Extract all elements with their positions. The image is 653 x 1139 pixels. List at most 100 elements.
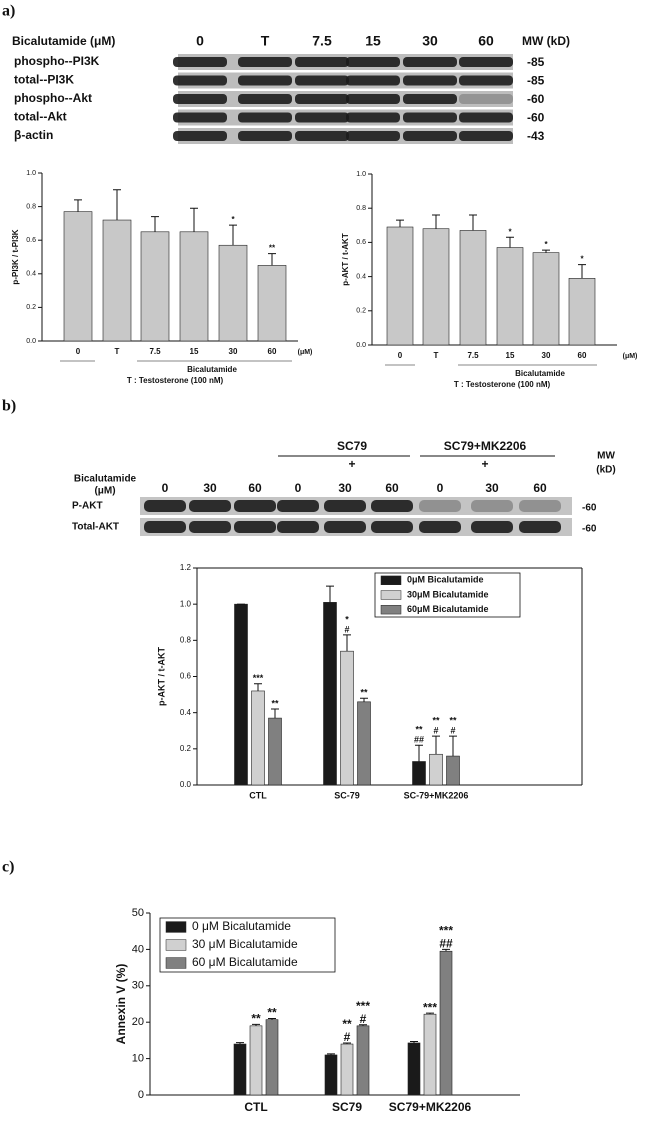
significance: ** xyxy=(269,244,276,253)
band xyxy=(471,521,513,533)
bar xyxy=(340,1043,354,1096)
x-tick-label: 30 xyxy=(542,351,551,360)
label: T xyxy=(261,33,270,49)
label: MW (kD) xyxy=(522,34,570,48)
label: (kD) xyxy=(596,465,615,476)
bar xyxy=(568,278,596,346)
label: 30 xyxy=(203,481,217,495)
y-axis-label: p-PI3K / t-PI3K xyxy=(11,229,20,284)
band xyxy=(277,500,319,512)
band xyxy=(295,131,349,141)
band xyxy=(403,57,457,67)
label: 30 xyxy=(338,481,352,495)
y-tick-label: 0.2 xyxy=(180,744,192,753)
label: total--Akt xyxy=(14,110,67,124)
band xyxy=(295,57,349,67)
y-tick-label: 0.8 xyxy=(180,635,192,644)
significance: # xyxy=(360,1012,367,1026)
legend-box xyxy=(159,917,336,973)
label: Total-AKT xyxy=(72,522,119,533)
band xyxy=(234,500,276,512)
bar xyxy=(268,717,282,786)
label: + xyxy=(348,457,355,471)
y-tick-label: 30 xyxy=(132,980,144,992)
error-bar xyxy=(190,207,198,232)
band xyxy=(238,112,292,123)
significance: *** xyxy=(356,999,370,1013)
y-tick-label: 0.2 xyxy=(26,304,36,311)
y-tick-label: 1.0 xyxy=(26,170,36,177)
band xyxy=(295,112,349,123)
bar xyxy=(257,265,287,342)
band xyxy=(419,500,461,512)
legend-swatch xyxy=(165,939,187,951)
label: 60 xyxy=(478,33,494,49)
band xyxy=(346,112,400,123)
x-tick-label: 15 xyxy=(506,351,515,360)
label: 0 xyxy=(196,33,204,49)
band xyxy=(238,94,292,104)
band xyxy=(459,57,513,67)
y-tick-label: 1.0 xyxy=(180,599,192,608)
y-tick-label: 0.4 xyxy=(26,271,36,278)
significance: ** xyxy=(415,725,423,735)
label: MW xyxy=(597,451,615,462)
y-tick-label: 50 xyxy=(132,907,144,919)
label: phospho--PI3K xyxy=(14,54,100,68)
error-bar xyxy=(326,585,334,603)
label: -60 xyxy=(582,524,597,535)
error-bar xyxy=(327,1053,335,1055)
band xyxy=(234,521,276,533)
band xyxy=(346,131,400,141)
label: 15 xyxy=(365,33,381,49)
group-label: Bicalutamide xyxy=(515,369,565,378)
y-axis-label: p-AKT / t-AKT xyxy=(156,647,166,706)
bar xyxy=(179,231,209,342)
x-tick-label: 15 xyxy=(190,347,199,356)
bar xyxy=(496,247,524,346)
significance: ** xyxy=(432,716,440,726)
y-tick-label: 0.0 xyxy=(356,342,366,349)
error-bar xyxy=(254,683,262,691)
significance: *** xyxy=(439,924,453,938)
x-tick-label: T xyxy=(434,351,439,360)
label: -60 xyxy=(527,111,545,125)
band xyxy=(173,57,227,67)
label: (μM) xyxy=(94,486,115,497)
band xyxy=(173,131,227,141)
x-tick-label: CTL xyxy=(249,790,267,800)
band xyxy=(238,57,292,67)
band xyxy=(459,75,513,86)
bar xyxy=(532,252,560,346)
error-bar xyxy=(506,236,514,248)
bar xyxy=(429,753,443,786)
band xyxy=(295,75,349,86)
bar xyxy=(357,701,371,786)
x-tick-label: SC79+MK2206 xyxy=(389,1100,472,1114)
x-tick-label: 0 xyxy=(398,351,403,360)
x-tick-label: 7.5 xyxy=(149,347,161,356)
legend-swatch xyxy=(380,605,402,615)
band xyxy=(346,94,400,104)
bar xyxy=(423,1013,437,1096)
error-bar xyxy=(442,948,450,952)
significance: ** xyxy=(449,716,457,726)
band xyxy=(519,521,561,533)
band xyxy=(346,57,400,67)
x-tick-label: T xyxy=(115,347,120,356)
label: SC79+MK2206 xyxy=(444,439,527,453)
error-bar xyxy=(360,697,368,702)
x-tick-label: 30 xyxy=(229,347,238,356)
band xyxy=(295,94,349,104)
band xyxy=(346,75,400,86)
y-tick-label: 0.0 xyxy=(26,338,36,345)
y-tick-label: 0.0 xyxy=(180,780,192,789)
band xyxy=(419,521,461,533)
label: Bicalutamide (μM) xyxy=(12,34,115,48)
x-tick-label: 60 xyxy=(268,347,277,356)
legend-label: 30 μM Bicalutamide xyxy=(192,937,298,951)
band xyxy=(189,521,231,533)
label: 60 xyxy=(385,481,399,495)
band xyxy=(144,500,186,512)
